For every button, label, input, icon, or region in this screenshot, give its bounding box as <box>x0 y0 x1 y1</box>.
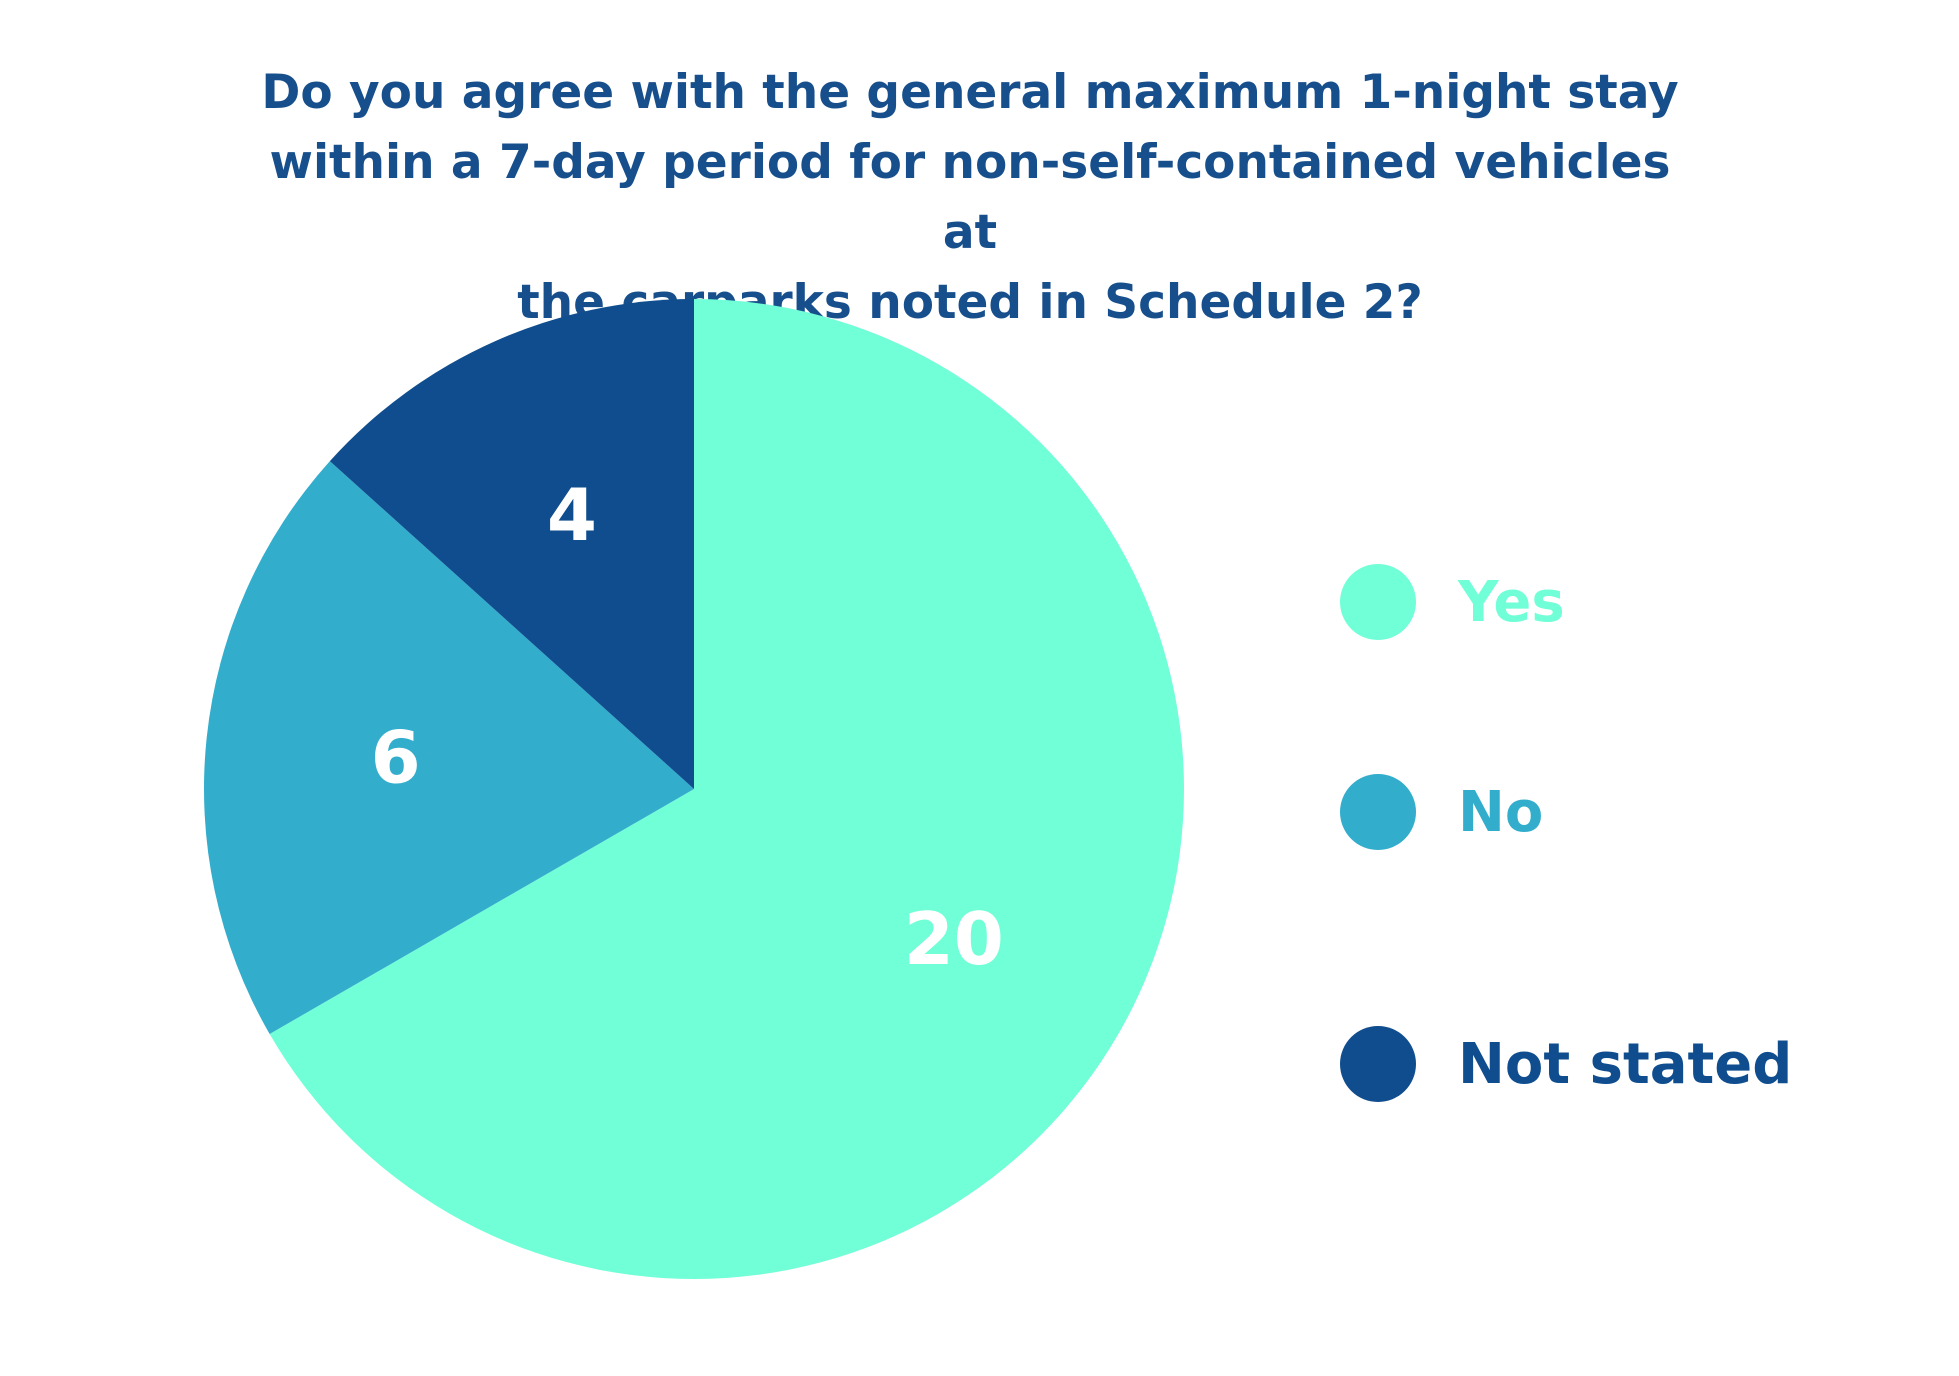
legend: Yes No Not stated <box>1340 0 1900 1376</box>
legend-swatch-not-stated <box>1340 1026 1416 1102</box>
legend-label-yes: Yes <box>1458 569 1565 635</box>
pie-slice-yes <box>269 299 1184 1279</box>
legend-item-yes: Yes <box>1340 562 1565 642</box>
pie-slice-no <box>203 461 694 1035</box>
data-label-no: 6 <box>371 716 421 800</box>
legend-label-no: No <box>1458 779 1544 845</box>
chart-title-line-2: within a 7-day period for non-self-conta… <box>269 135 1671 260</box>
legend-item-no: No <box>1340 772 1543 852</box>
legend-item-not-stated: Not stated <box>1340 1024 1792 1104</box>
data-label-not-stated: 4 <box>547 473 597 557</box>
legend-swatch-no <box>1340 774 1416 850</box>
legend-swatch-yes <box>1340 564 1416 640</box>
legend-label-not-stated: Not stated <box>1458 1031 1793 1097</box>
data-label-yes: 20 <box>904 897 1004 981</box>
chart-title-line-1: Do you agree with the general maximum 1-… <box>261 65 1679 120</box>
pie-slice-not-stated <box>329 299 694 789</box>
